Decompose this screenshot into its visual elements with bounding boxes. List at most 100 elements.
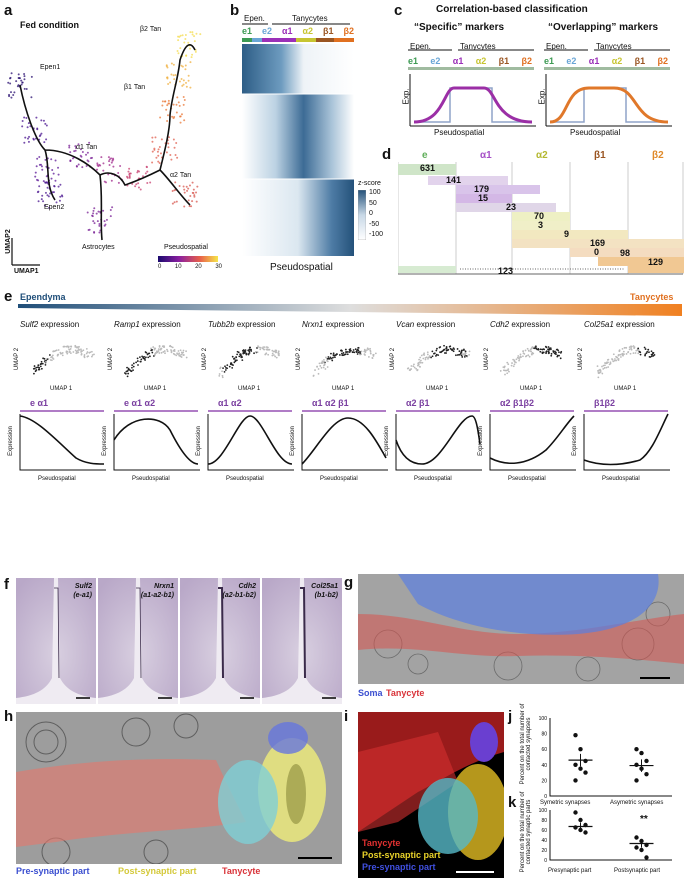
data-point <box>634 835 639 840</box>
gene-title: Tubb2b expression <box>208 320 276 329</box>
y-tick-label: 0 <box>544 794 547 800</box>
mini-umap <box>123 344 188 378</box>
j-cat-1: Asymetric synapses <box>610 800 664 806</box>
y-tick-label: 60 <box>541 747 547 753</box>
e-ependyma-label: Ependyma <box>20 292 66 302</box>
e-gradient-wedge <box>18 304 682 316</box>
y-tick-label: 80 <box>541 818 547 824</box>
umap1-label: UMAP 1 <box>426 386 449 392</box>
i-post-label: Post-synaptic part <box>362 850 441 860</box>
label-alpha1: α1 Tan <box>76 144 98 151</box>
panel-label-d: d <box>382 146 392 163</box>
data-point <box>573 762 578 767</box>
umap2-label: UMAP 2 <box>14 347 21 371</box>
ish-image-cdh2: Cdh2 (a2-b1-b2) <box>180 578 260 704</box>
expression-ylabel: Expression <box>289 426 296 456</box>
axes <box>549 718 672 797</box>
gene-title: Ramp1 expression <box>114 320 181 329</box>
panel-label-c: c <box>394 2 403 19</box>
gene-panel-tubb2b: Tubb2b expression UMAP 2 UMAP 1 α1 α2 Expres… <box>196 320 296 570</box>
em-image-h <box>16 712 342 864</box>
umap1-label: UMAP 1 <box>50 386 73 392</box>
d-count-11: 129 <box>648 257 664 267</box>
d-count-0: 631 <box>420 163 436 173</box>
y-tick-label: 100 <box>539 716 548 722</box>
gene-group-labels: α1 α2 β1 <box>312 398 349 408</box>
expression-curve-chart <box>113 410 200 471</box>
expression-xlabel: Pseudospatial <box>414 476 452 482</box>
gene-group-labels: α1 α2 <box>218 398 242 408</box>
umap2-label: UMAP 2 <box>296 347 303 371</box>
expression-curve-chart <box>301 410 388 471</box>
label-epen1: Epen1 <box>40 64 61 71</box>
umap-trajectory <box>7 31 218 266</box>
e-tanycytes-label: Tanycytes <box>630 292 674 302</box>
d-count-8: 169 <box>590 238 606 248</box>
legend-ticks: 0 10 20 30 <box>158 264 222 270</box>
d-count-6: 3 <box>538 220 544 230</box>
umap2-label: UMAP 2 <box>578 347 585 371</box>
umap1-label: UMAP 1 <box>614 386 637 392</box>
render-3d-i <box>358 712 504 878</box>
panel-label-b: b <box>230 2 240 19</box>
d-count-12: 123 <box>498 266 514 276</box>
d-count-10: 98 <box>620 248 631 258</box>
c1-ylabel: Exp. <box>401 88 411 105</box>
zscore-title: z-score <box>358 180 381 187</box>
gene-panel-vcan: Vcan expression UMAP 2 UMAP 1 α2 β1 Expressi… <box>384 320 484 570</box>
data-point <box>583 830 588 835</box>
panel-label-j: j <box>508 708 513 725</box>
i-pre-label: Pre-synaptic part <box>362 862 436 872</box>
c1-groups: e1 e2 α1 α2 β1 β2 <box>408 56 532 66</box>
h-post-label: Post-synaptic part <box>118 866 197 876</box>
ish-image-sulf2: Sulf2 (e-a1) <box>16 578 96 704</box>
mini-umap <box>499 345 563 376</box>
data-point <box>583 770 588 775</box>
k-significance: ** <box>640 814 648 825</box>
d-count-4: 23 <box>506 202 517 212</box>
d-count-2: 179 <box>474 184 490 194</box>
mini-umap <box>32 344 95 375</box>
axes <box>549 810 672 861</box>
ish-gene: Cdh2 <box>238 583 257 590</box>
gene-title: Col25a1 expression <box>584 320 655 329</box>
data-point <box>639 847 644 853</box>
h-tan-label: Tanycyte <box>222 866 261 876</box>
expression-xlabel: Pseudospatial <box>508 476 546 482</box>
mini-umap <box>596 345 656 379</box>
panel-label-a: a <box>4 2 13 19</box>
gene-title: Nrxn1 expression <box>302 320 365 329</box>
pseudospatial-colorbar <box>158 256 218 262</box>
d-count-3: 15 <box>478 193 489 203</box>
gene-title: Vcan expression <box>396 320 456 329</box>
d-count-7: 9 <box>564 229 570 239</box>
ish-sub: (b1-b2) <box>314 592 338 599</box>
gene-group-labels: α2 β1 <box>406 398 430 408</box>
y-tick-label: 60 <box>541 828 547 834</box>
umap2-label: UMAP 2 <box>202 347 209 371</box>
y-tick-label: 40 <box>541 838 547 844</box>
c-curves <box>408 49 672 127</box>
d-count-1: 141 <box>446 175 462 185</box>
gene-group-labels: e α1 α2 <box>124 398 156 408</box>
expression-curve <box>19 415 105 465</box>
ish-gene: Col25a1 <box>311 583 338 590</box>
c2-groups: e1 e2 α1 α2 β1 β2 <box>544 56 668 66</box>
gene-title: Cdh2 expression <box>490 320 551 329</box>
gene-title: Sulf2 expression <box>20 320 80 329</box>
data-point <box>578 766 583 771</box>
panel-label-f: f <box>4 576 9 593</box>
expression-curve-chart <box>489 410 576 471</box>
ish-gene: Nrxn1 <box>154 583 174 590</box>
expression-ylabel: Expression <box>195 426 202 456</box>
data-point <box>634 778 639 783</box>
ish-sub: (e-a1) <box>73 592 92 599</box>
panel-label-k: k <box>508 794 517 811</box>
panel-a-title: Fed condition <box>20 20 79 30</box>
c2-epen: Epen. <box>546 42 567 51</box>
umap2-label: UMAP 2 <box>108 347 115 371</box>
expression-curve <box>207 415 293 465</box>
b-header-tan: Tanycytes <box>292 14 328 23</box>
panel-label-e: e <box>4 288 13 305</box>
